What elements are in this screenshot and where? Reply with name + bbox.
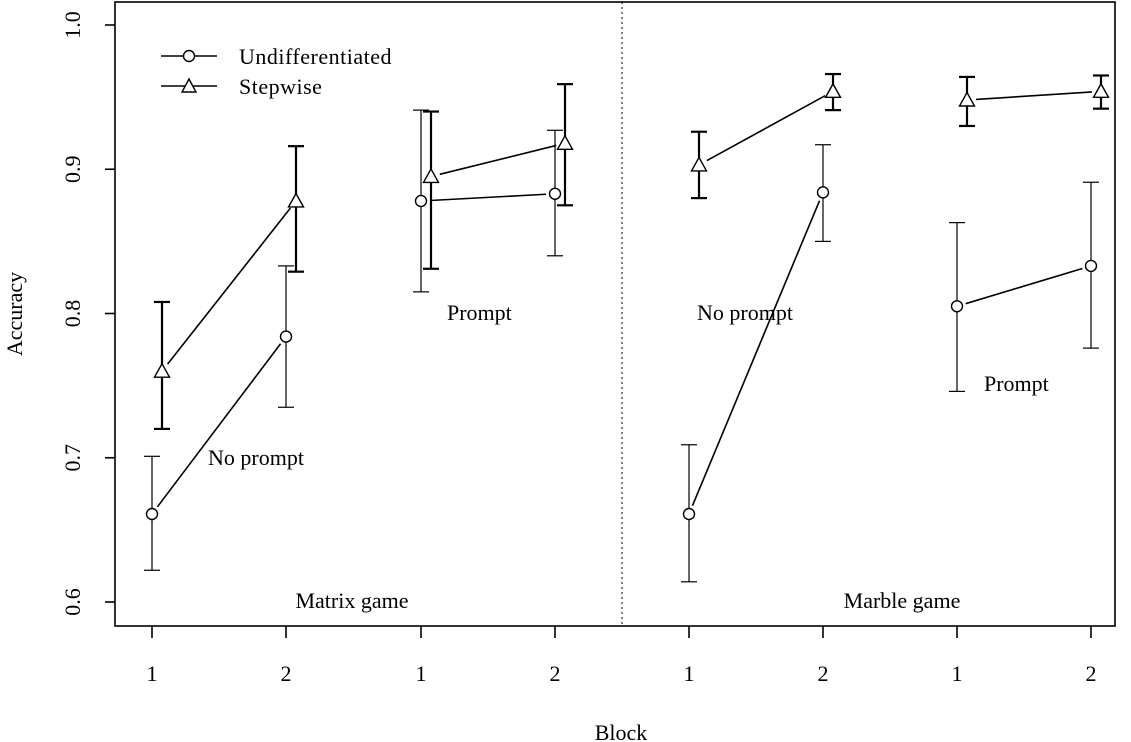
undifferentiated-point (1084, 259, 1098, 273)
stepwise-point (556, 134, 574, 150)
undifferentiated-point (682, 507, 696, 521)
undifferentiated-series-line (965, 267, 1083, 305)
y-tick-label: 0.7 (60, 444, 85, 472)
stepwise-point (690, 155, 708, 172)
x-tick-label: 1 (416, 661, 427, 686)
legend-marker-circle (182, 49, 196, 63)
condition-label-matrix-prompt: Prompt (447, 300, 512, 325)
y-tick-label: 0.8 (60, 300, 85, 328)
y-tick-label: 0.6 (60, 588, 85, 616)
undifferentiated-point (548, 187, 562, 200)
x-tick-label: 1 (147, 661, 158, 686)
undifferentiated-point (414, 194, 428, 208)
stepwise-point (422, 167, 440, 184)
y-tick-label: 1.0 (60, 11, 85, 39)
x-tick-label: 2 (818, 661, 829, 686)
stepwise-series-line (706, 94, 826, 162)
y-axis-title: Accuracy (2, 272, 27, 356)
data-marks (144, 72, 1110, 583)
x-tick-label: 1 (684, 661, 695, 686)
condition-label-matrix-no-prompt: No prompt (208, 445, 304, 470)
stepwise-point (1092, 82, 1110, 99)
legend-marker-triangle (180, 77, 198, 93)
x-tick-label: 2 (1086, 661, 1097, 686)
stepwise-point (153, 362, 171, 378)
error-bar (288, 145, 304, 273)
stepwise-point (958, 91, 976, 107)
stepwise-point (824, 82, 842, 99)
x-tick-label: 2 (281, 661, 292, 686)
undifferentiated-point (145, 507, 159, 521)
x-tick-label: 1 (952, 661, 963, 686)
undifferentiated-point (816, 186, 830, 199)
stepwise-series-line (439, 144, 557, 176)
game-label-matrix: Matrix game (295, 588, 408, 613)
x-axis-title: Block (595, 720, 648, 742)
error-bar (423, 110, 439, 270)
x-tick-label: 2 (550, 661, 561, 686)
stepwise-point (287, 192, 305, 208)
undifferentiated-point (279, 330, 293, 343)
condition-label-marble-prompt: Prompt (984, 371, 1049, 396)
legend-label-undifferentiated: Undifferentiated (239, 44, 392, 69)
condition-label-marble-no-prompt: No prompt (697, 300, 793, 325)
stepwise-series-line (975, 91, 1093, 101)
stepwise-series-line (166, 207, 292, 365)
undifferentiated-point (950, 300, 964, 313)
game-label-marble: Marble game (844, 588, 961, 613)
legend-label-stepwise: Stepwise (239, 74, 322, 99)
undifferentiated-series-line (429, 193, 547, 202)
legend: Undifferentiated Stepwise (161, 44, 392, 99)
undifferentiated-series-line (691, 200, 821, 507)
undifferentiated-series-line (156, 343, 282, 508)
y-tick-label: 0.9 (60, 156, 85, 184)
y-axis: 0.6 0.7 0.8 0.9 1.0 (60, 11, 115, 616)
x-axis: 1 2 1 2 1 2 1 2 (147, 626, 1097, 686)
